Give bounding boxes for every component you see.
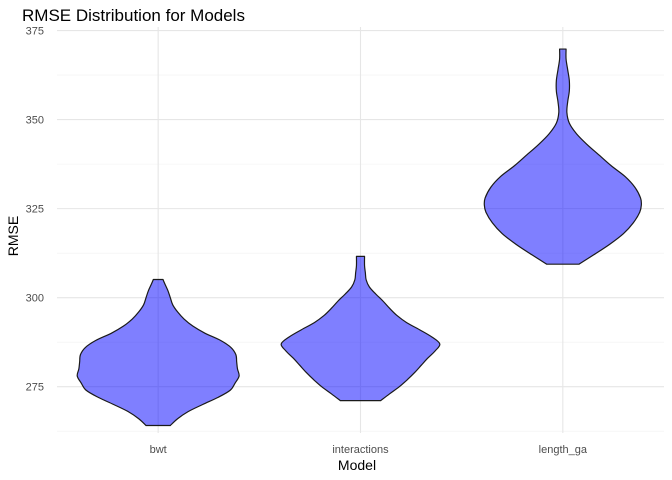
y-tick-label: 275 xyxy=(26,382,44,394)
y-tick-label: 300 xyxy=(26,293,44,305)
violin-interactions xyxy=(280,255,441,402)
x-tick-label: bwt xyxy=(150,444,167,456)
y-axis-title: RMSE xyxy=(5,216,21,256)
violin-bwt xyxy=(76,278,240,427)
violins xyxy=(76,48,643,427)
x-axis-title: Model xyxy=(338,457,376,473)
y-tick-label: 350 xyxy=(26,115,44,127)
x-tick-label: length_ga xyxy=(539,444,588,456)
y-tick-label: 375 xyxy=(26,26,44,38)
y-tick-labels: 275 300 325 350 375 xyxy=(26,26,44,394)
y-tick-label: 325 xyxy=(26,204,44,216)
x-tick-label: interactions xyxy=(332,444,389,456)
violin-length_ga xyxy=(483,48,643,265)
chart-title: RMSE Distribution for Models xyxy=(22,6,245,25)
x-tick-labels: bwt interactions length_ga xyxy=(150,444,588,456)
